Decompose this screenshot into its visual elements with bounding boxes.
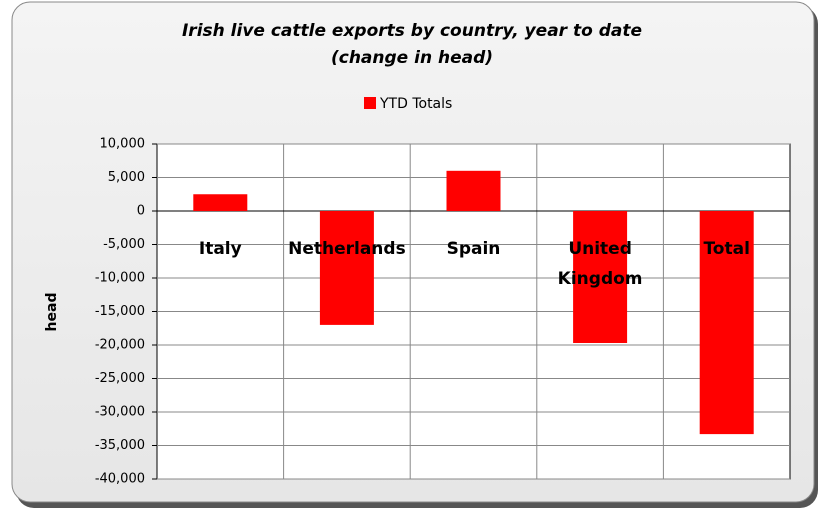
y-tick-label: -30,000 (95, 405, 145, 420)
bar (319, 211, 374, 325)
bar (193, 194, 248, 211)
y-tick-label: 10,000 (100, 137, 146, 152)
y-tick-label: -15,000 (95, 304, 145, 319)
legend-label: YTD Totals (379, 96, 452, 112)
chart-title: Irish live cattle exports by country, ye… (182, 21, 642, 41)
bar (699, 211, 754, 435)
chart-subtitle: (change in head) (331, 48, 493, 68)
x-tick-label: Italy (198, 239, 242, 259)
y-tick-label: -35,000 (95, 438, 145, 453)
y-axis-label: head (44, 293, 60, 332)
y-tick-label: 0 (137, 204, 145, 219)
y-tick-label: -25,000 (95, 371, 145, 386)
legend-swatch (364, 97, 376, 109)
x-tick-label: Spain (446, 239, 501, 259)
y-tick-label: -40,000 (95, 472, 145, 487)
y-tick-label: 5,000 (108, 170, 145, 185)
x-tick-label: United Kingdom (557, 239, 643, 289)
bar (446, 170, 501, 211)
y-tick-label: -5,000 (103, 237, 145, 252)
y-tick-label: -10,000 (95, 271, 145, 286)
x-tick-label: Netherlands (288, 239, 406, 259)
bar (573, 211, 628, 343)
y-tick-label: -20,000 (95, 338, 145, 353)
x-tick-label: Total (703, 239, 750, 259)
